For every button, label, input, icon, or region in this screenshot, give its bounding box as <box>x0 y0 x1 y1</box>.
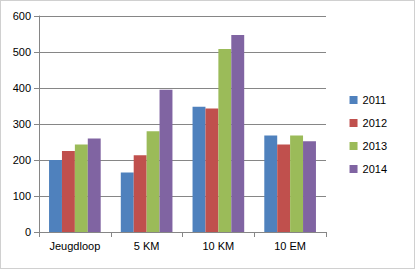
svg-text:300: 300 <box>13 118 31 130</box>
svg-text:10 EM: 10 EM <box>274 240 306 252</box>
svg-text:200: 200 <box>13 154 31 166</box>
svg-text:600: 600 <box>13 10 31 22</box>
svg-text:500: 500 <box>13 46 31 58</box>
svg-text:2012: 2012 <box>363 117 387 129</box>
svg-text:Jeugdloop: Jeugdloop <box>49 240 100 252</box>
svg-text:400: 400 <box>13 82 31 94</box>
svg-text:5 KM: 5 KM <box>134 240 160 252</box>
svg-text:2013: 2013 <box>363 140 387 152</box>
svg-text:100: 100 <box>13 190 31 202</box>
svg-text:2014: 2014 <box>363 163 387 175</box>
svg-text:10 KM: 10 KM <box>202 240 234 252</box>
svg-text:2011: 2011 <box>363 94 387 106</box>
svg-text:0: 0 <box>25 226 31 238</box>
